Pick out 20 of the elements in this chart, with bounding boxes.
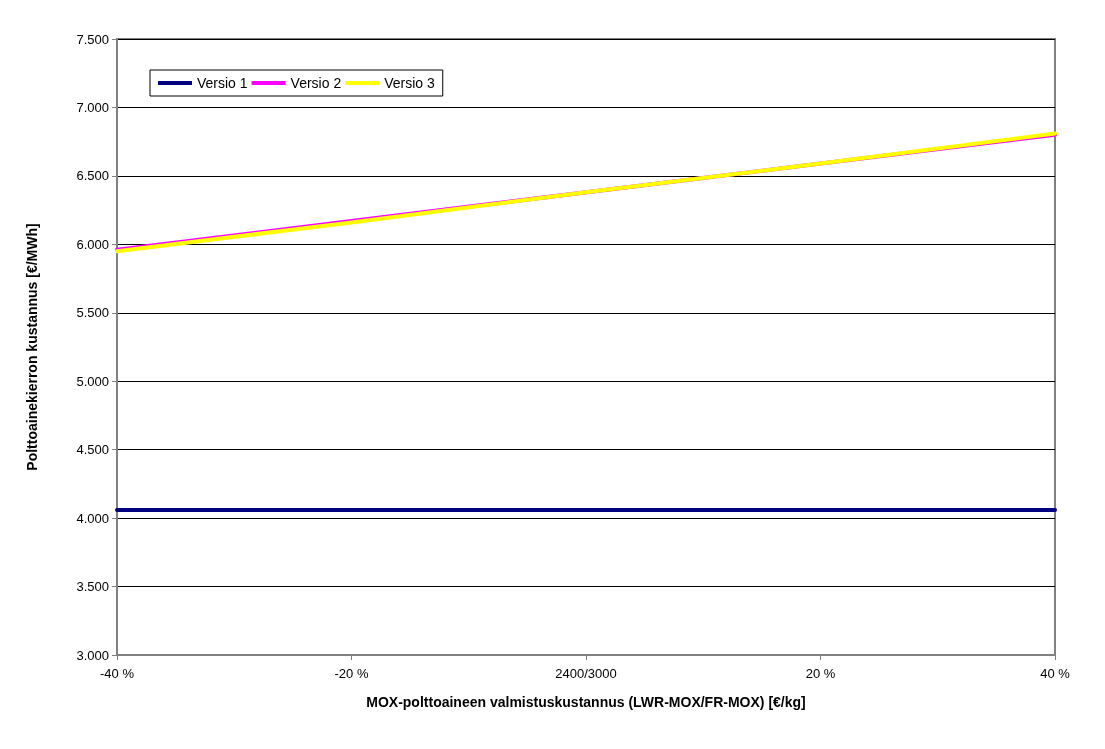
legend-label: Versio 2 <box>290 75 342 91</box>
y-tick-label: 7.500 <box>76 31 109 47</box>
y-tick-label: 3.500 <box>76 579 109 595</box>
x-tick-label: -20 % <box>334 666 369 681</box>
x-tick-label: 20 % <box>805 666 836 681</box>
y-tick-label: 7.000 <box>76 99 109 115</box>
x-tick-label: 2400/3000 <box>555 666 617 681</box>
y-tick-label: 4.000 <box>76 510 109 526</box>
y-tick-label: 3.000 <box>76 647 109 663</box>
x-tick-label: 40 % <box>1040 666 1071 681</box>
x-tick-label: -40 % <box>100 666 135 681</box>
legend-label: Versio 3 <box>384 75 435 91</box>
legend-label: Versio 1 <box>197 75 248 91</box>
y-tick-label: 5.500 <box>76 305 109 321</box>
x-axis-title: MOX-polttoaineen valmistuskustannus (LWR-MOX/FR-MOX) [€/kg] <box>366 694 806 710</box>
y-tick-label: 5.000 <box>76 373 109 389</box>
y-axis-title: Polttoainekierron kustannus [€/MWh] <box>24 223 40 471</box>
y-tick-label: 4.500 <box>76 442 109 458</box>
y-tick-label: 6.500 <box>76 168 109 184</box>
y-tick-label: 6.000 <box>76 236 109 252</box>
